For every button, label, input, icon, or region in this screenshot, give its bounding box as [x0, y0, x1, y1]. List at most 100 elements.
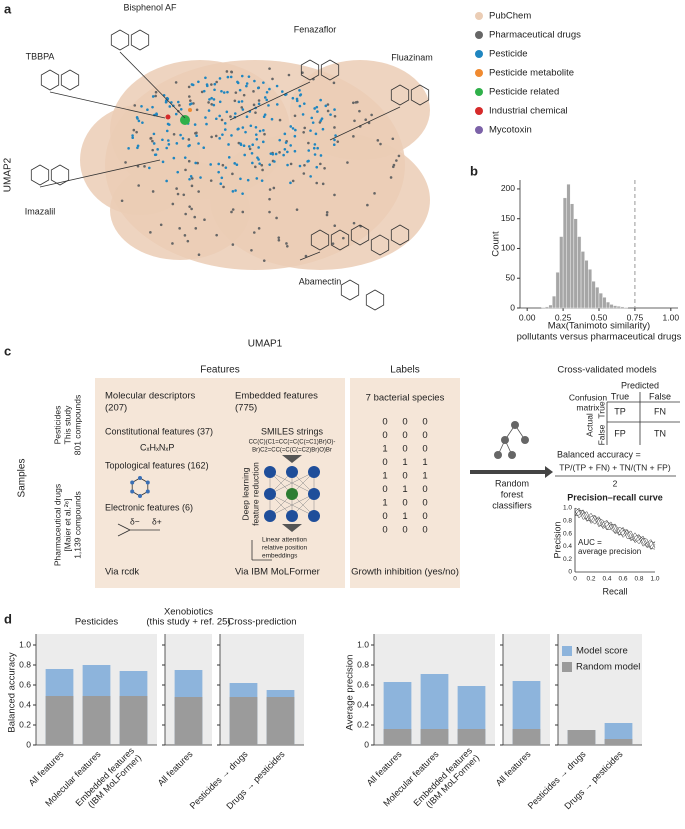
umap-point [241, 126, 245, 129]
label: Balanced accuracy = [557, 449, 641, 459]
label: 0 [382, 430, 387, 441]
structure [365, 289, 385, 311]
label: 0 [422, 484, 427, 495]
umap-point [136, 146, 139, 150]
umap-point [124, 161, 127, 164]
bar [613, 305, 618, 309]
umap-point [214, 134, 218, 138]
label: Features [200, 365, 239, 376]
bar [548, 304, 553, 309]
umap-point [255, 137, 259, 141]
umap-point [194, 227, 198, 230]
umap-point [352, 221, 356, 225]
umap-point [262, 129, 265, 132]
label: CₓHₓNₓP [140, 442, 174, 452]
umap-point [254, 111, 257, 114]
atom [130, 480, 135, 485]
label: SMILES strings [261, 426, 324, 436]
umap-point [332, 143, 336, 147]
umap-point [176, 100, 180, 104]
umap-point [197, 253, 201, 257]
umap-point [293, 114, 297, 118]
umap-point [310, 116, 314, 120]
structure [330, 229, 350, 251]
umap-point [256, 156, 259, 159]
umap-point [151, 139, 154, 143]
line [39, 159, 161, 188]
bar [82, 696, 111, 745]
label: True [611, 391, 629, 401]
label: 0 [573, 576, 577, 583]
umap-point [254, 165, 257, 169]
y-tick-label: 0.2 [357, 719, 369, 729]
bar [570, 203, 575, 309]
network-node [286, 466, 298, 478]
umap-point [287, 73, 291, 77]
label: 1 [382, 471, 387, 482]
axis-label: Count [491, 231, 502, 257]
umap-point [196, 161, 199, 165]
umap-point [207, 109, 211, 112]
x-tick-label: 1.00 [663, 312, 680, 322]
label: CC(C)(C1=CC(=C(C(=C1)Br)O)- [249, 440, 336, 446]
umap-point [289, 162, 293, 166]
label: FP [614, 428, 626, 438]
umap-point [325, 213, 329, 217]
umap-point [261, 168, 264, 172]
network-node [264, 466, 276, 478]
umap-point [294, 128, 297, 132]
umap-point [175, 142, 179, 145]
umap-point [245, 84, 248, 88]
bar [45, 696, 74, 745]
label: δ− [130, 516, 140, 526]
umap-point [336, 140, 340, 143]
umap-point [309, 129, 312, 132]
umap-point [197, 190, 200, 193]
umap-point [277, 238, 281, 242]
bar [541, 307, 546, 309]
label: 1.0 [650, 576, 659, 583]
umap-point [174, 112, 178, 116]
umap-point [189, 175, 193, 178]
umap-point [215, 117, 218, 121]
umap-point [212, 98, 216, 101]
umap-point [262, 259, 266, 262]
umap-point [227, 156, 231, 159]
umap-point [252, 103, 256, 107]
umap-point [197, 142, 200, 145]
label: relative position [262, 545, 308, 552]
bar [598, 292, 603, 309]
legend-label: Industrial chemical [489, 106, 568, 117]
umap-point [352, 135, 355, 138]
label: Via rcdk [105, 567, 139, 578]
umap-point [190, 177, 194, 180]
umap-point [155, 113, 159, 116]
umap-point [120, 199, 124, 203]
bar [266, 697, 295, 745]
umap-point [205, 122, 208, 126]
bar [580, 251, 585, 309]
umap-point [249, 124, 253, 128]
umap-point [149, 136, 153, 140]
label: 2 [613, 478, 618, 488]
umap-point [275, 216, 278, 220]
bar [174, 697, 203, 745]
bar [552, 295, 557, 309]
umap-point [221, 133, 224, 136]
structure [410, 84, 430, 106]
umap-point [230, 70, 233, 74]
label: Linear attention [262, 537, 307, 544]
pr-curve [574, 507, 656, 548]
umap-point [352, 101, 355, 105]
umap-point [391, 137, 395, 141]
legend-label: Model score [576, 646, 628, 657]
umap-point [334, 134, 337, 137]
umap-point [278, 138, 282, 142]
umap-point [207, 101, 210, 104]
umap-point [289, 125, 293, 128]
compound-name: Fluazinam [391, 52, 433, 62]
umap-point [278, 151, 281, 154]
x-tick-label: 0.00 [519, 312, 536, 322]
label: 1,139 compounds [72, 491, 82, 559]
umap-point [225, 110, 229, 114]
